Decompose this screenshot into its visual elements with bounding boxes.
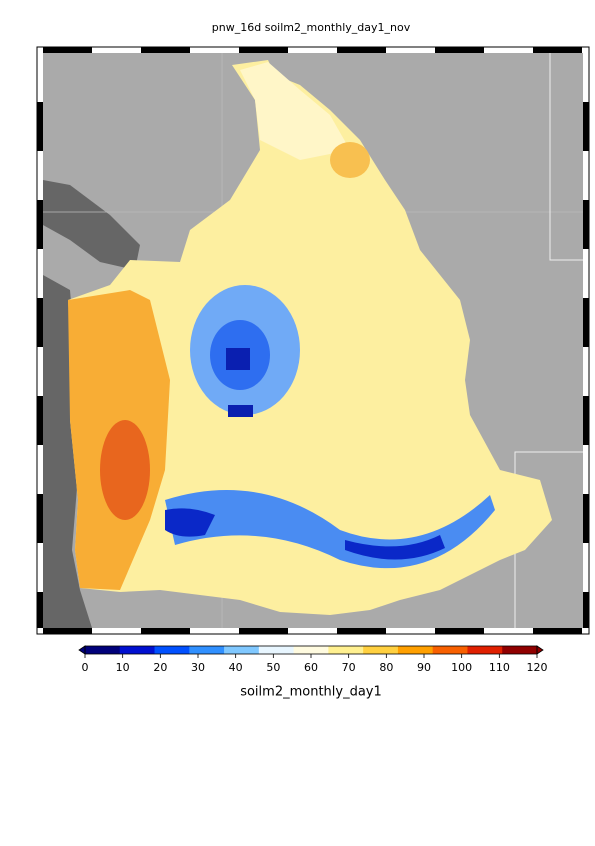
basin-east (330, 142, 370, 178)
frame-block (583, 592, 589, 628)
frame-block (141, 47, 190, 53)
colorbar-segment (328, 646, 364, 654)
basin-wet (100, 420, 150, 520)
frame-block (337, 47, 386, 53)
map (43, 53, 583, 628)
colorbar-arrow (78, 645, 86, 655)
colorbar-arrow (536, 645, 544, 655)
colorbar-tick-label: 110 (489, 661, 510, 674)
island (43, 180, 140, 270)
frame-block (37, 592, 43, 628)
colorbar-tick-label: 50 (266, 661, 280, 674)
colorbar-segment (293, 646, 329, 654)
map-title: pnw_16d soilm2_monthly_day1_nov (212, 21, 411, 34)
colorbar-segment (363, 646, 399, 654)
colorbar-tick-label: 0 (82, 661, 89, 674)
colorbar-segment (119, 646, 156, 654)
colorbar-tick-label: 40 (229, 661, 243, 674)
frame-block (37, 102, 43, 151)
basin-dry (226, 348, 250, 370)
colorbar: 0 10 20 30 40 50 60 70 80 90 100 110 120 (78, 645, 548, 674)
frame-block (43, 628, 92, 634)
colorbar-tick-label: 90 (417, 661, 431, 674)
colorbar-segment (467, 646, 503, 654)
frame-block (533, 47, 582, 53)
frame-block (239, 47, 288, 53)
colorbar-tick-label: 120 (527, 661, 548, 674)
frame-block (37, 200, 43, 249)
colorbar-label: soilm2_monthly_day1 (240, 685, 382, 700)
colorbar-tick-label: 30 (191, 661, 205, 674)
basin (68, 60, 552, 615)
colorbar-segment (85, 646, 121, 654)
basin-dry-south (165, 508, 215, 537)
frame-block (37, 494, 43, 543)
border-line (514, 451, 583, 628)
colorbar-segment (154, 646, 190, 654)
frame-block (43, 47, 92, 53)
colorbar-segment (397, 646, 434, 654)
frame-block (141, 628, 190, 634)
frame-block (583, 298, 589, 347)
frame-block (533, 628, 582, 634)
colorbar-segment (502, 646, 538, 654)
frame-block (37, 396, 43, 445)
colorbar-segment (189, 646, 225, 654)
frame-block (583, 494, 589, 543)
colorbar-tick-label: 70 (342, 661, 356, 674)
border-line (549, 53, 583, 261)
basin-north (240, 62, 350, 160)
colorbar-tick-label: 100 (451, 661, 472, 674)
basin-dry (228, 405, 253, 417)
basin-dry-south (345, 535, 445, 560)
frame-block (583, 102, 589, 151)
frame-block (337, 628, 386, 634)
colorbar-segment (258, 646, 295, 654)
ocean (43, 275, 92, 628)
frame-block (239, 628, 288, 634)
colorbar-tick-label: 10 (116, 661, 130, 674)
colorbar-tick-label: 20 (153, 661, 167, 674)
frame-block (435, 628, 484, 634)
colorbar-tick-label: 80 (379, 661, 393, 674)
frame-block (583, 200, 589, 249)
frame-block (583, 396, 589, 445)
colorbar-segment (224, 646, 260, 654)
frame-block (37, 298, 43, 347)
colorbar-segment (432, 646, 468, 654)
colorbar-tick-label: 60 (304, 661, 318, 674)
frame-block (435, 47, 484, 53)
